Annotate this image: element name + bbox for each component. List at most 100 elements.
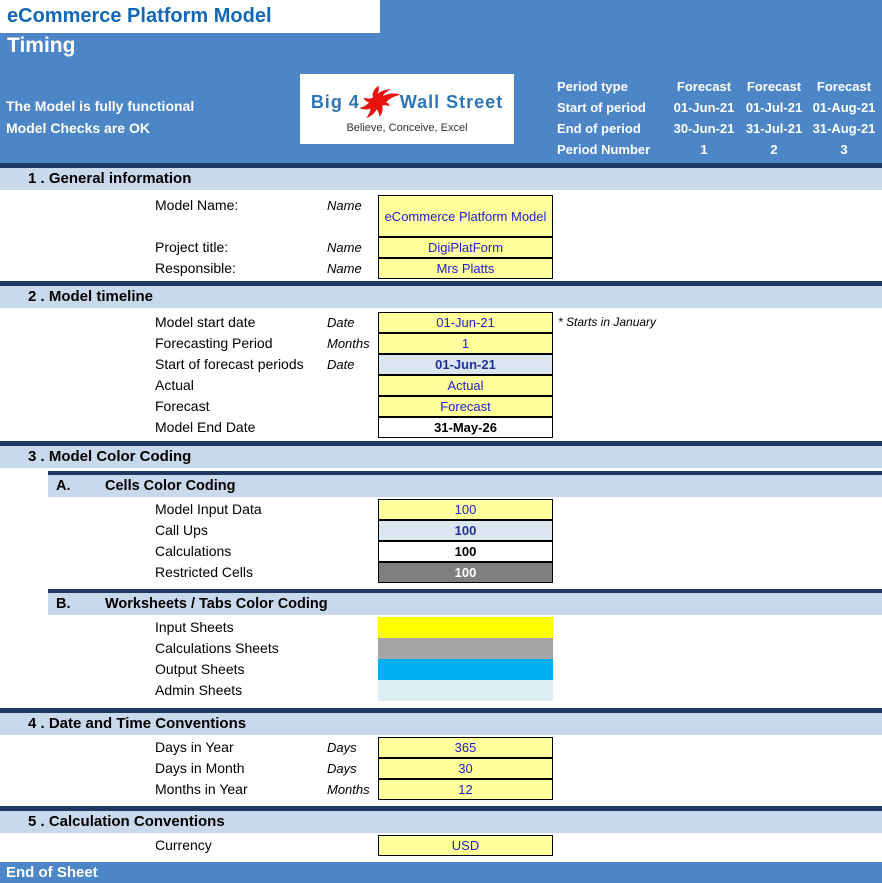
period-start-1: 01-Jun-21: [673, 100, 735, 115]
output-sheets-color-swatch: [378, 659, 553, 680]
row-calculations: Calculations 100: [0, 541, 882, 562]
forecast-cell[interactable]: Forecast: [378, 396, 553, 417]
row-days-in-year: Days in Year Days 365: [0, 737, 882, 758]
currency-cell[interactable]: USD: [378, 835, 553, 856]
start-forecast-periods-cell[interactable]: 01-Jun-21: [378, 354, 553, 375]
logo-text-right: Wall Street: [399, 92, 504, 112]
start-date-note: * Starts in January: [558, 315, 657, 329]
row-label: Model Name:: [155, 197, 239, 213]
row-call-ups: Call Ups 100: [0, 520, 882, 541]
row-model-end-date: Model End Date 31-May-26: [0, 417, 882, 438]
actual-cell[interactable]: Actual: [378, 375, 553, 396]
row-label: Model End Date: [155, 419, 256, 435]
row-label: Model Input Data: [155, 501, 262, 517]
row-label: Call Ups: [155, 522, 208, 538]
logo-tagline: Believe, Conceive, Excel: [346, 121, 468, 134]
row-label: Responsible:: [155, 260, 236, 276]
row-label: Forecasting Period: [155, 335, 273, 351]
row-actual: Actual Actual: [0, 375, 882, 396]
row-project-title: Project title: Name DigiPlatForm: [0, 237, 882, 258]
row-model-name: Model Name: Name eCommerce Platform Mode…: [0, 195, 882, 237]
period-number-2: 2: [770, 142, 778, 157]
workbook-title: eCommerce Platform Model: [7, 5, 272, 27]
subsection-header-tabs-color-coding: B. Worksheets / Tabs Color Coding: [48, 589, 882, 615]
unit-label: Name: [327, 240, 362, 255]
period-type-1: Forecast: [676, 79, 732, 94]
row-model-start-date: Model start date Date 01-Jun-21 * Starts…: [0, 312, 882, 333]
subsection-title: Cells Color Coding: [105, 478, 236, 494]
days-in-year-cell[interactable]: 365: [378, 737, 553, 758]
row-label: Input Sheets: [155, 619, 234, 635]
period-row-label: Start of period: [557, 100, 646, 115]
period-end-3: 31-Aug-21: [812, 121, 876, 136]
call-ups-cell[interactable]: 100: [378, 520, 553, 541]
row-label: Days in Year: [155, 739, 234, 755]
months-in-year-cell[interactable]: 12: [378, 779, 553, 800]
row-label: Currency: [155, 837, 212, 853]
forecasting-period-cell[interactable]: 1: [378, 333, 553, 354]
restricted-cells-cell[interactable]: 100: [378, 562, 553, 583]
section-header-model-color-coding: 3 . Model Color Coding: [0, 441, 882, 468]
row-model-input-data: Model Input Data 100: [0, 499, 882, 520]
row-label: Forecast: [155, 398, 210, 414]
workbook-title-block: eCommerce Platform Model: [0, 0, 380, 33]
unit-label: Days: [327, 740, 357, 755]
model-start-date-cell[interactable]: 01-Jun-21: [378, 312, 553, 333]
period-row-label: End of period: [557, 121, 641, 136]
calculations-cell[interactable]: 100: [378, 541, 553, 562]
subsection-header-cells-color-coding: A. Cells Color Coding: [48, 471, 882, 497]
logo-text-left: Big 4: [310, 92, 360, 112]
row-restricted-cells: Restricted Cells 100: [0, 562, 882, 583]
model-end-date-cell[interactable]: 31-May-26: [378, 417, 553, 438]
period-start-2: 01-Jul-21: [745, 100, 803, 115]
section-header-date-time-conventions: 4 . Date and Time Conventions: [0, 708, 882, 735]
period-row-label: Period Number: [557, 142, 651, 157]
company-logo: Big 4 Wall Street Believe, Conceive, Exc…: [300, 74, 514, 144]
row-months-in-year: Months in Year Months 12: [0, 779, 882, 800]
section-header-model-timeline: 2 . Model timeline: [0, 281, 882, 308]
end-of-sheet-banner: End of Sheet: [0, 862, 882, 883]
row-start-forecast-periods: Start of forecast periods Date 01-Jun-21: [0, 354, 882, 375]
unit-label: Months: [327, 336, 370, 351]
period-end-1: 30-Jun-21: [673, 121, 735, 136]
calculations-sheets-color-swatch: [378, 638, 553, 659]
row-label: Admin Sheets: [155, 682, 243, 698]
row-label: Start of forecast periods: [155, 356, 304, 372]
period-start-3: 01-Aug-21: [812, 100, 876, 115]
subsection-title: Worksheets / Tabs Color Coding: [105, 596, 328, 612]
unit-label: Days: [327, 761, 357, 776]
model-status-text: The Model is fully functional: [6, 98, 195, 114]
sheet-title: Timing: [7, 34, 76, 57]
responsible-cell[interactable]: Mrs Platts: [378, 258, 553, 279]
header-banner: eCommerce Platform Model Timing The Mode…: [0, 0, 882, 163]
input-sheets-color-swatch: [378, 617, 553, 638]
unit-label: Date: [327, 315, 355, 330]
row-output-sheets: Output Sheets: [0, 659, 882, 680]
model-name-cell[interactable]: eCommerce Platform Model: [378, 195, 553, 237]
eagle-icon: [359, 85, 401, 118]
row-days-in-month: Days in Month Days 30: [0, 758, 882, 779]
row-label: Calculations Sheets: [155, 640, 279, 656]
row-input-sheets: Input Sheets: [0, 617, 882, 638]
period-type-2: Forecast: [746, 79, 802, 94]
subsection-letter: B.: [56, 596, 71, 612]
days-in-month-cell[interactable]: 30: [378, 758, 553, 779]
period-end-2: 31-Jul-21: [745, 121, 803, 136]
row-label: Actual: [155, 377, 194, 393]
unit-label: Date: [327, 357, 355, 372]
row-label: Output Sheets: [155, 661, 245, 677]
row-forecasting-period: Forecasting Period Months 1: [0, 333, 882, 354]
row-label: Model start date: [155, 314, 256, 330]
section-header-calculation-conventions: 5 . Calculation Conventions: [0, 806, 882, 833]
row-label: Calculations: [155, 543, 232, 559]
unit-label: Name: [327, 261, 362, 276]
row-calculations-sheets: Calculations Sheets: [0, 638, 882, 659]
model-input-data-cell[interactable]: 100: [378, 499, 553, 520]
row-admin-sheets: Admin Sheets: [0, 680, 882, 701]
project-title-cell[interactable]: DigiPlatForm: [378, 237, 553, 258]
model-checks-text: Model Checks are OK: [6, 120, 150, 136]
row-label: Restricted Cells: [155, 564, 254, 580]
row-label: Project title:: [155, 239, 229, 255]
row-label: Months in Year: [155, 781, 248, 797]
